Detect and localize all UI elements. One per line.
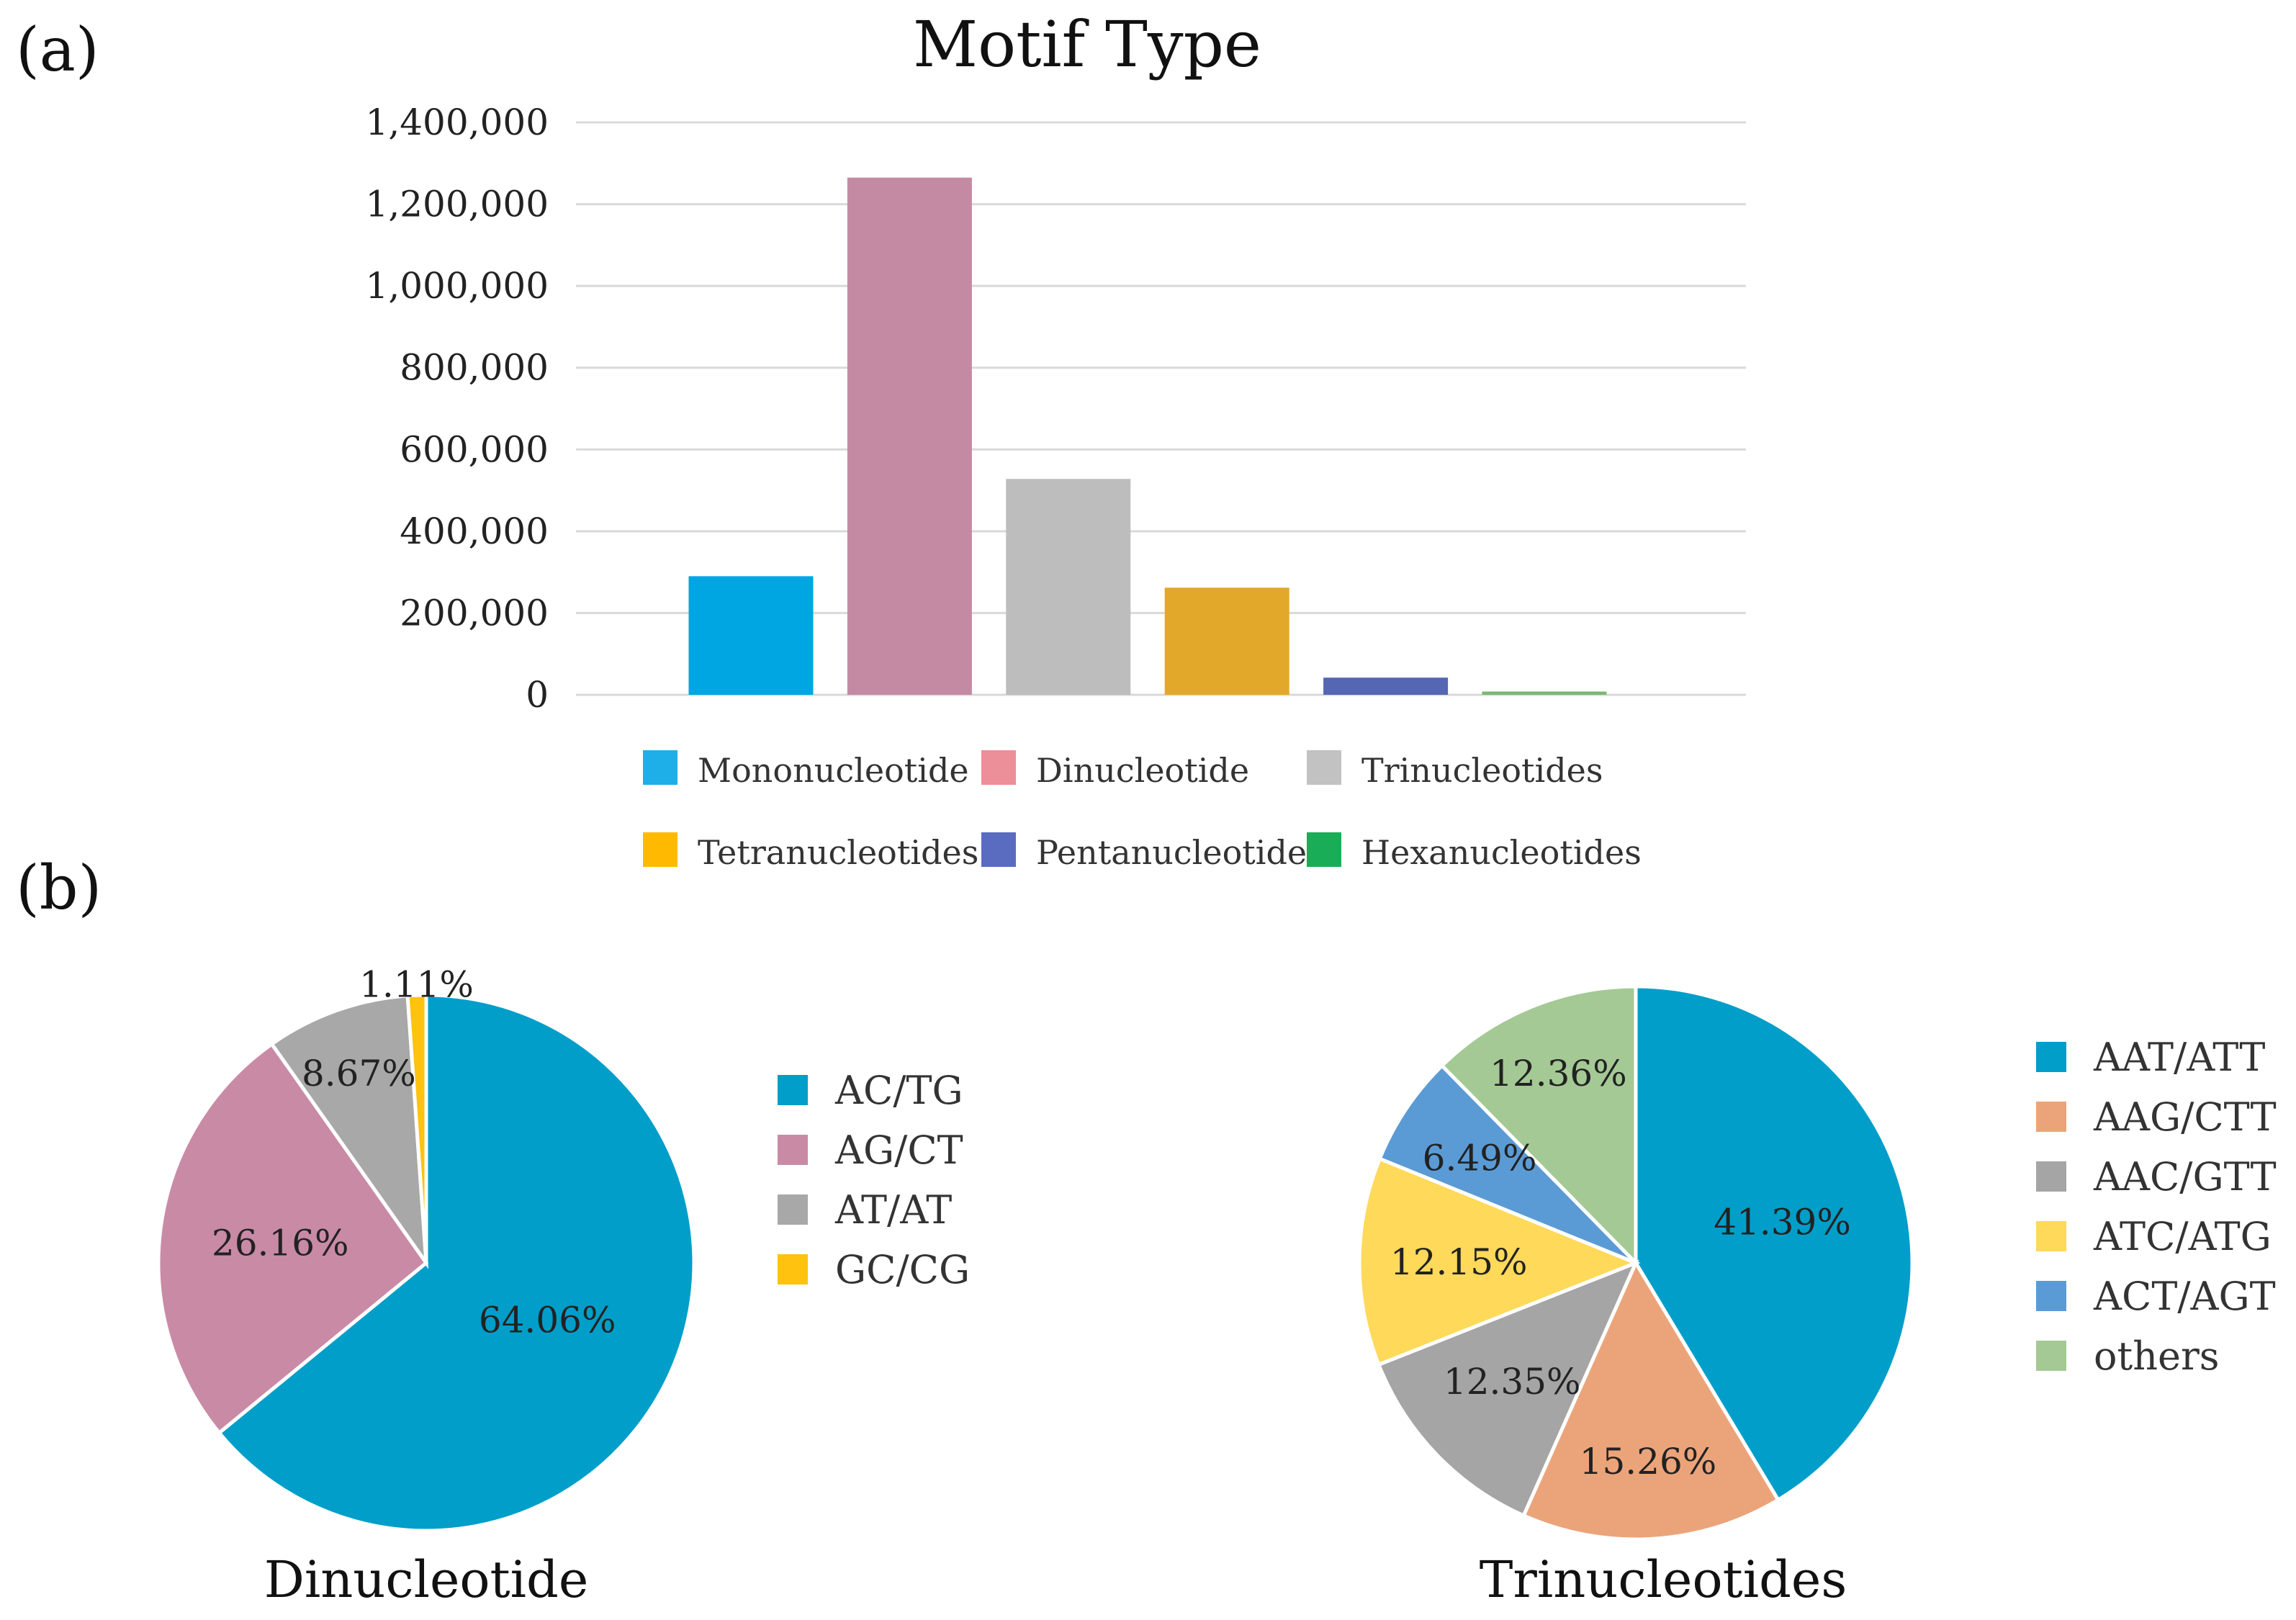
bar-mononucleotide xyxy=(688,576,814,695)
legend-label-gc-cg: GC/CG xyxy=(835,1247,970,1292)
legend-label-mononucleotide: Mononucleotide xyxy=(698,751,969,790)
pie-dinucleotide-title: Dinucleotide xyxy=(264,1550,589,1609)
legend-label-aat-att: AAT/ATT xyxy=(2093,1035,2265,1080)
legend-swatch-aag-ctt xyxy=(2036,1102,2066,1132)
legend-swatch-aac-gtt xyxy=(2036,1161,2066,1192)
y-tick-label: 1,000,000 xyxy=(366,265,549,307)
legend-label-ac-tg: AC/TG xyxy=(834,1068,963,1113)
legend-swatch-atc-atg xyxy=(2036,1221,2066,1251)
legend-label-pentanucleotides: Pentanucleotides xyxy=(1036,833,1324,872)
pie-slice-atc-atg xyxy=(1357,1156,1641,1367)
pie-chart-dinucleotide: 64.06% 26.16% 8.67% 1.11% AC/TG AG/CT AT/AT GC/… xyxy=(156,963,970,1533)
legend-swatch-trinucleotides xyxy=(1307,750,1341,785)
bar-trinucleotides xyxy=(1006,479,1131,695)
bar-tetranucleotides xyxy=(1164,588,1289,695)
legend-swatch-gc-cg xyxy=(778,1254,808,1284)
pie-trinucleotides-title: Trinucleotides xyxy=(1480,1550,1847,1609)
y-tick-label: 1,200,000 xyxy=(366,184,549,225)
pie-slice-ac-tg xyxy=(216,993,696,1533)
pie-slice-gc-cg xyxy=(405,993,428,1264)
pie-slice-ag-ct xyxy=(156,1041,429,1436)
pie-slice-at-at xyxy=(269,994,429,1269)
bar-hexanucleotides xyxy=(1482,691,1607,695)
bar-chart-title: Motif Type xyxy=(913,7,1261,81)
pie-chart-trinucleotides: 41.39% 15.26% 12.35% 12.15% 6.49% 12.36% AAT/A… xyxy=(1357,984,2277,1542)
slice-value-label: 8.67% xyxy=(302,1053,416,1094)
legend-label-others: others xyxy=(2094,1333,2219,1379)
pie-slice-others xyxy=(1439,984,1638,1268)
bar-dinucleotide xyxy=(847,177,972,696)
legend-label-at-at: AT/AT xyxy=(834,1187,952,1233)
y-tick-label: 600,000 xyxy=(400,428,549,470)
legend-label-act-agt: ACT/AGT xyxy=(2093,1274,2276,1319)
slice-value-label: 41.39% xyxy=(1714,1202,1851,1243)
legend-swatch-tetranucleotides xyxy=(643,832,677,867)
pie-slice-aat-att xyxy=(1634,984,1914,1503)
legend-swatch-pentanucleotides xyxy=(981,832,1016,867)
y-tick-label: 400,000 xyxy=(400,510,549,552)
panel-label-b: (b) xyxy=(16,852,102,923)
y-tick-label: 0 xyxy=(526,674,549,716)
panel-label-a: (a) xyxy=(16,14,99,85)
legend-label-trinucleotides: Trinucleotides xyxy=(1361,751,1603,790)
slice-value-label: 12.35% xyxy=(1444,1361,1581,1403)
legend-label-dinucleotide: Dinucleotide xyxy=(1036,751,1249,790)
legend-label-ag-ct: AG/CT xyxy=(834,1128,963,1173)
legend-label-atc-atg: ATC/ATG xyxy=(2093,1214,2272,1259)
slice-value-label: 26.16% xyxy=(212,1223,349,1264)
slice-value-label: 64.06% xyxy=(479,1300,616,1341)
legend-label-hexanucleotides: Hexanucleotides xyxy=(1361,833,1642,872)
legend-swatch-at-at xyxy=(778,1194,808,1225)
slice-value-label: 15.26% xyxy=(1580,1441,1717,1482)
y-tick-label: 1,400,000 xyxy=(366,102,549,143)
legend-swatch-mononucleotide xyxy=(643,750,677,785)
slice-value-label: 12.36% xyxy=(1490,1053,1627,1094)
legend-swatch-others xyxy=(2036,1341,2066,1371)
legend-swatch-ag-ct xyxy=(778,1135,808,1165)
legend-swatch-ac-tg xyxy=(778,1075,808,1105)
pie-slice-act-agt xyxy=(1377,1063,1637,1265)
bar-pentanucleotides xyxy=(1323,678,1449,695)
legend-swatch-hexanucleotides xyxy=(1307,832,1341,867)
bar-chart: 0 200,000 400,000 600,000 800,000 1,000,000 1,… xyxy=(366,102,1746,872)
pie-slice-aag-ctt xyxy=(1521,1259,1781,1542)
slice-value-label: 12.15% xyxy=(1390,1241,1528,1283)
legend-label-tetranucleotides: Tetranucleotides xyxy=(698,833,978,872)
legend-label-aac-gtt: AAC/GTT xyxy=(2093,1154,2277,1200)
legend-label-aag-ctt: AAG/CTT xyxy=(2093,1094,2277,1140)
y-tick-label: 800,000 xyxy=(400,347,549,389)
legend-swatch-aat-att xyxy=(2036,1042,2066,1072)
legend-swatch-dinucleotide xyxy=(981,750,1016,785)
legend-swatch-act-agt xyxy=(2036,1281,2066,1311)
slice-value-label: 6.49% xyxy=(1423,1138,1537,1179)
y-tick-label: 200,000 xyxy=(400,592,549,634)
slice-value-label: 1.11% xyxy=(359,963,474,1005)
pie-slice-aac-gtt xyxy=(1376,1259,1639,1518)
